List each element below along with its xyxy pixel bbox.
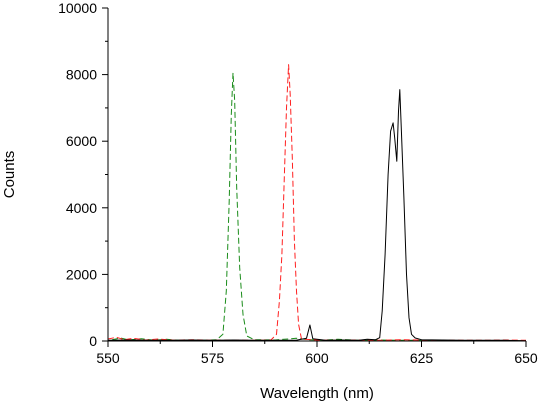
- x-axis-title: Wavelength (nm): [260, 385, 374, 402]
- y-tick-label: 6000: [66, 133, 97, 149]
- x-axis-ticks: 550 575 600 625 650: [96, 341, 538, 366]
- y-tick-label: 0: [89, 333, 97, 349]
- series-line-3: [108, 89, 526, 342]
- x-tick-label: 550: [96, 350, 120, 366]
- x-tick-label: 575: [201, 350, 225, 366]
- series-layer: [108, 64, 526, 342]
- x-tick-label: 625: [410, 350, 434, 366]
- y-tick-label: 8000: [66, 67, 97, 83]
- series-line-2: [108, 64, 526, 341]
- x-tick-label: 650: [514, 350, 538, 366]
- series-line-1: [112, 72, 526, 342]
- y-tick-label: 2000: [66, 266, 97, 282]
- x-tick-label: 600: [305, 350, 329, 366]
- y-axis-ticks: 0 2000 4000 6000 8000 10000: [58, 0, 108, 349]
- y-axis-title: Counts: [1, 151, 18, 199]
- y-tick-label: 10000: [58, 0, 97, 16]
- y-tick-label: 4000: [66, 200, 97, 216]
